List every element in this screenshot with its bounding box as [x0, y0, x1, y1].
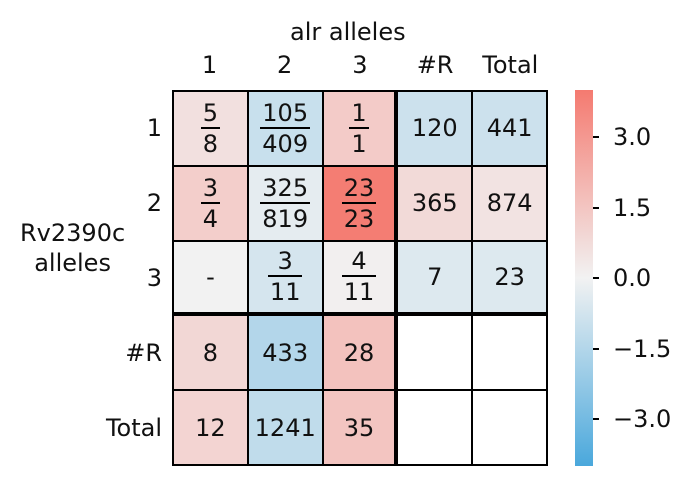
row-label: 1	[146, 113, 162, 142]
column-label: 3	[352, 51, 368, 79]
cell-value: 365	[411, 189, 458, 218]
cell-value: 28	[343, 338, 375, 367]
heatmap-cell: 365	[397, 165, 473, 241]
heatmap-cell: 433	[247, 315, 323, 391]
fraction-label: 325 819	[260, 173, 311, 233]
heatmap-cell: 325 819	[247, 165, 323, 241]
fraction-label: 4 11	[341, 247, 377, 307]
row-label: #R	[125, 339, 162, 368]
colorbar-gradient	[575, 90, 593, 466]
fraction-bar	[260, 126, 311, 129]
colorbar-tick-label: −3.0	[613, 405, 672, 433]
heatmap-cell	[472, 315, 547, 391]
numerator: 3	[202, 173, 219, 202]
fraction-bar	[267, 275, 303, 278]
colorbar-tick	[593, 206, 599, 209]
heatmap-cell: 8	[173, 315, 248, 391]
denominator: 409	[262, 129, 309, 158]
numerator: 325	[262, 173, 309, 202]
denominator: 1	[351, 129, 367, 158]
heatmap-cell	[472, 390, 547, 465]
y-axis-label-line2: alleles	[34, 249, 111, 277]
cell-value: 35	[343, 413, 375, 442]
denominator: 11	[269, 278, 301, 307]
numerator: 1	[351, 98, 367, 127]
fraction-label: 3 11	[267, 247, 303, 307]
heatmap-cell	[397, 390, 473, 465]
heatmap-cell: 105 409	[247, 91, 323, 166]
cell-value: 7	[427, 262, 443, 291]
denominator: 4	[202, 204, 219, 233]
numerator: 5	[202, 98, 219, 127]
heatmap-cell: 7	[397, 240, 473, 316]
colorbar-tick	[593, 347, 599, 350]
colorbar	[575, 90, 593, 466]
heatmap-grid: 5 8 105 409 1 1 120 441 3 4 325 819 23 23 365 874-3 11 4 1…	[172, 90, 548, 466]
column-label: 2	[277, 51, 293, 79]
cell-value: 874	[486, 189, 533, 218]
denominator: 23	[343, 204, 375, 233]
denominator: 11	[343, 278, 375, 307]
heatmap-cell: 4 11	[322, 240, 398, 316]
cell-value: 120	[411, 114, 458, 143]
column-label: 1	[201, 51, 218, 79]
y-axis-label: Rv2390c alleles	[20, 218, 125, 278]
fraction-label: 105 409	[260, 98, 311, 158]
cell-value: 441	[486, 114, 533, 143]
fraction-label: 23 23	[341, 173, 377, 233]
colorbar-tick-label: 0.0	[613, 264, 652, 292]
heatmap-cell: 23	[472, 240, 547, 316]
heatmap-cell: 12	[173, 390, 248, 465]
colorbar-tick-label: 1.5	[613, 193, 652, 222]
numerator: 4	[351, 247, 367, 276]
denominator: 819	[262, 204, 309, 233]
heatmap-cell: 28	[322, 315, 398, 391]
heatmap-cell: 120	[397, 91, 473, 166]
colorbar-tick	[593, 136, 599, 138]
heatmap-cell: 35	[322, 390, 398, 465]
denominator: 8	[202, 129, 219, 158]
heatmap-cell	[397, 315, 473, 391]
cell-value: 8	[202, 338, 219, 367]
numerator: 105	[262, 98, 309, 127]
fraction-bar	[341, 275, 377, 278]
colorbar-tick	[593, 418, 599, 420]
numerator: 3	[277, 247, 293, 276]
fraction-bar	[200, 201, 221, 204]
y-axis-label-line1: Rv2390c	[20, 219, 126, 247]
colorbar-tick	[593, 277, 599, 279]
heatmap-cell: 1241	[247, 390, 323, 465]
fraction-bar	[200, 126, 221, 129]
cell-value: -	[206, 262, 215, 291]
heatmap-cell: 23 23	[322, 165, 398, 241]
fraction-bar	[260, 201, 311, 204]
fraction-bar	[341, 201, 377, 204]
heatmap-cell: 441	[472, 91, 547, 166]
cell-value: 12	[195, 413, 226, 442]
row-label: 3	[146, 264, 162, 292]
column-label: #R	[416, 51, 454, 79]
chart-title: alr alleles	[290, 18, 406, 46]
row-label: Total	[105, 414, 162, 443]
numerator: 23	[343, 173, 375, 202]
cell-value: 23	[494, 262, 525, 291]
colorbar-tick-label: −1.5	[613, 334, 672, 363]
heatmap-cell: 874	[472, 165, 547, 241]
fraction-bar	[349, 126, 369, 129]
colorbar-tick-label: 3.0	[613, 123, 652, 151]
row-label: 2	[146, 188, 162, 217]
cell-value: 433	[262, 338, 309, 367]
cell-value: 1241	[254, 413, 316, 442]
heatmap-cell: -	[173, 240, 248, 316]
column-label: Total	[482, 51, 539, 79]
heatmap-cell: 3 11	[247, 240, 323, 316]
